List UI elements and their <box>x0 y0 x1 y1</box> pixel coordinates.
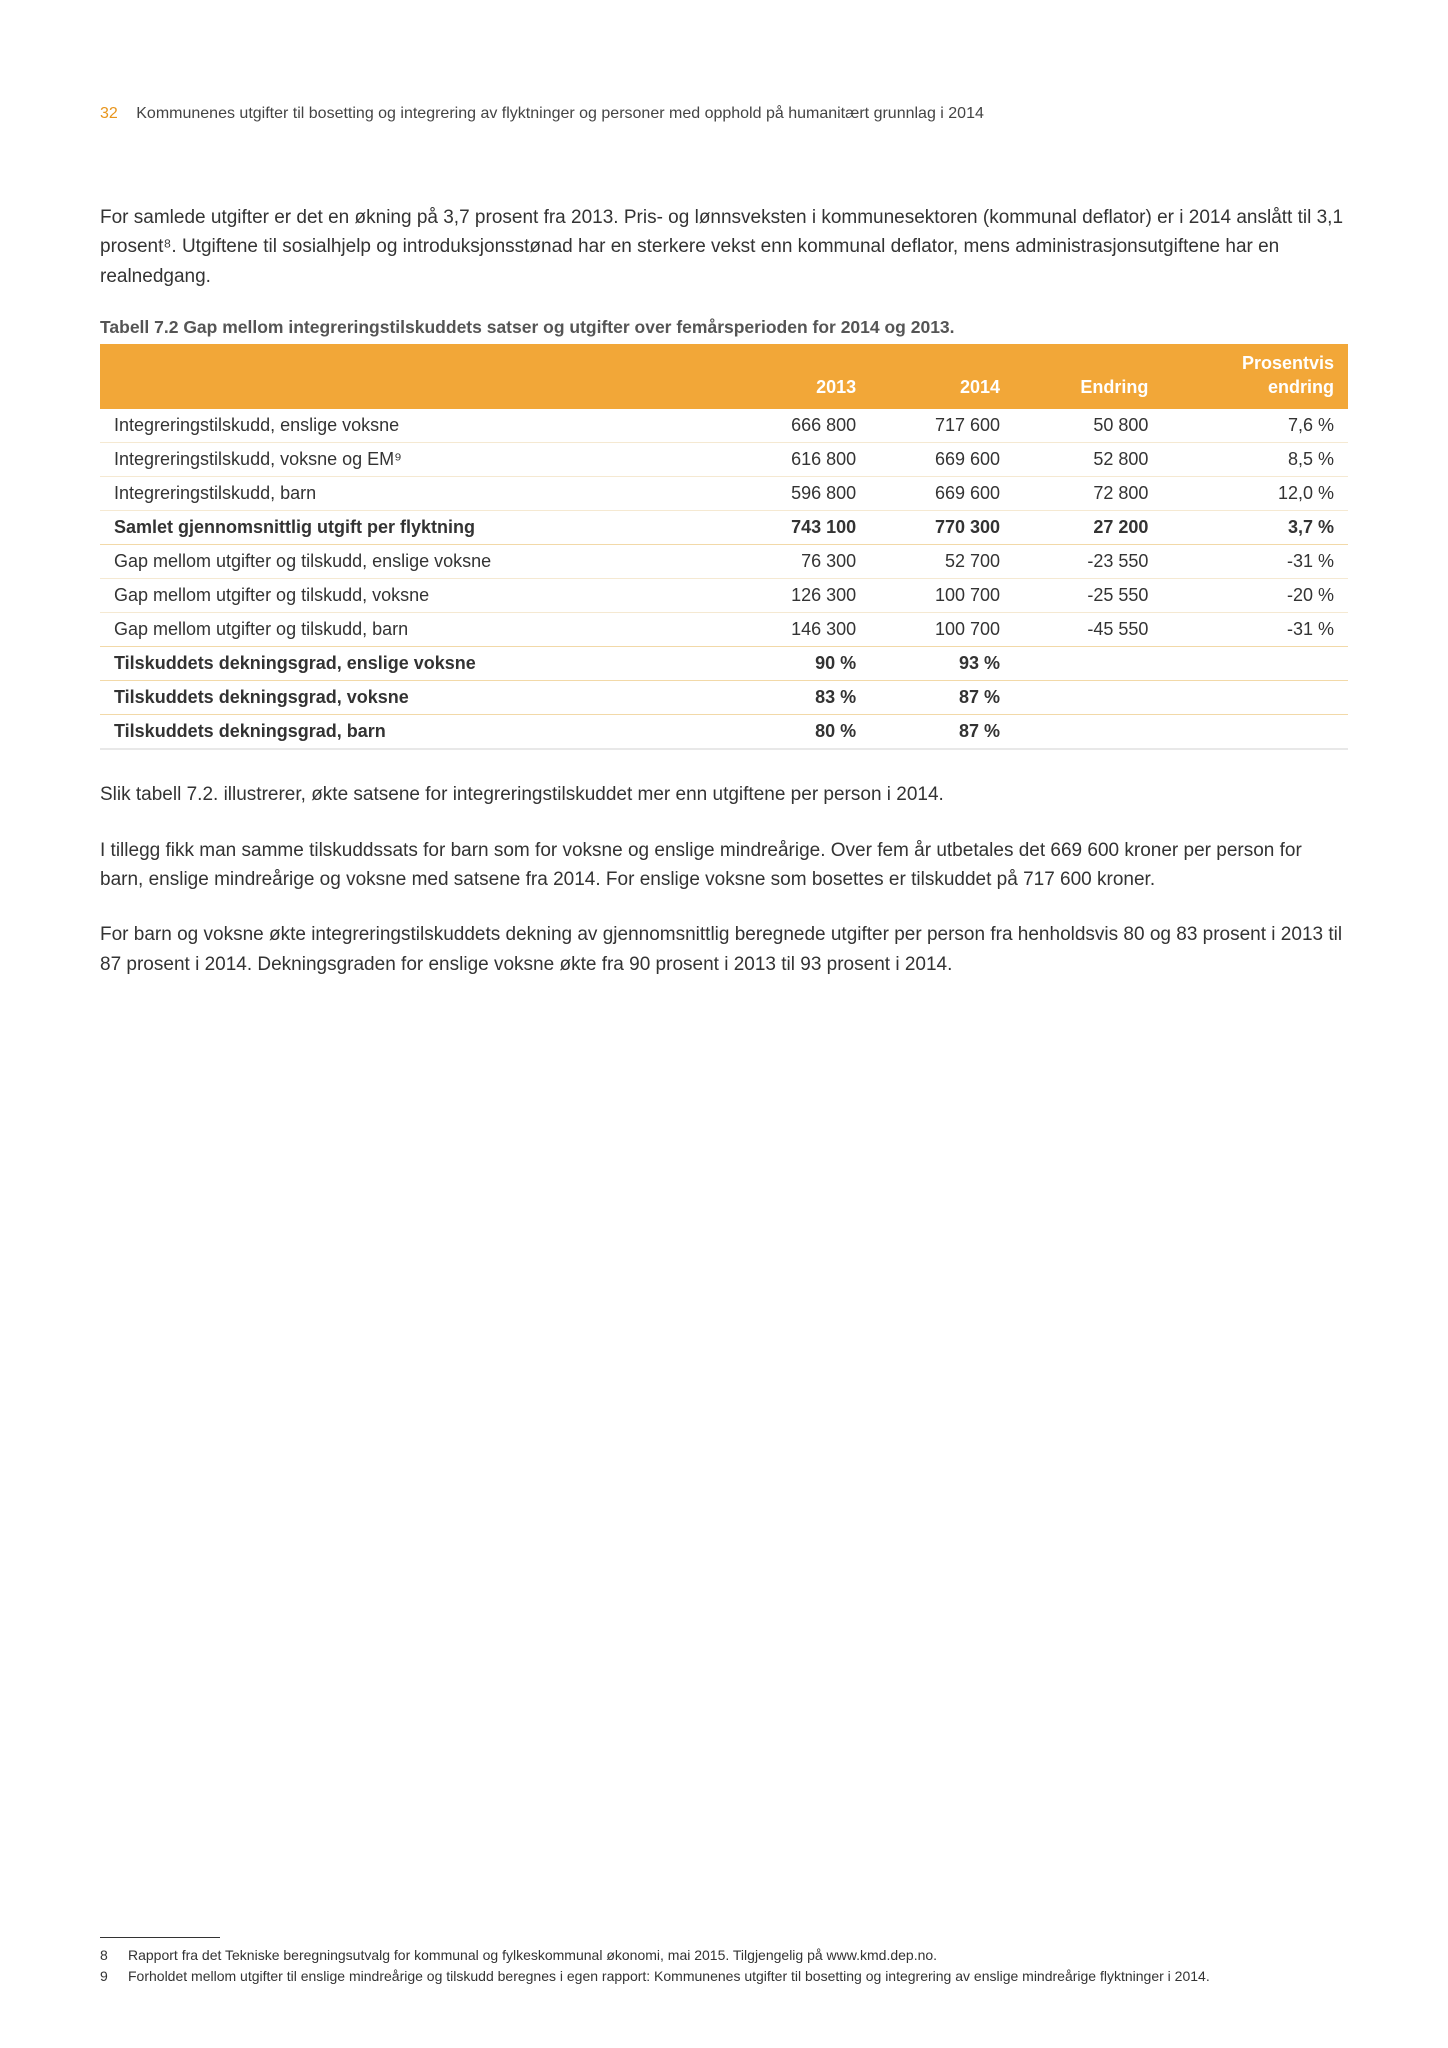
footnote-number: 9 <box>100 1967 128 1986</box>
table-row: Gap mellom utgifter og tilskudd, enslige… <box>100 545 1348 579</box>
row-value: -23 550 <box>1014 545 1162 579</box>
row-label: Tilskuddets dekningsgrad, voksne <box>100 681 726 715</box>
row-value: 743 100 <box>726 511 870 545</box>
row-label: Gap mellom utgifter og tilskudd, barn <box>100 613 726 647</box>
table-row: Integreringstilskudd, voksne og EM⁹616 8… <box>100 443 1348 477</box>
row-label: Integreringstilskudd, voksne og EM⁹ <box>100 443 726 477</box>
row-value: 669 600 <box>870 477 1014 511</box>
row-value: 90 % <box>726 647 870 681</box>
row-value: 100 700 <box>870 613 1014 647</box>
paragraph-1: For samlede utgifter er det en økning på… <box>100 203 1348 291</box>
row-value: 596 800 <box>726 477 870 511</box>
row-value: -31 % <box>1162 613 1348 647</box>
row-value <box>1162 647 1348 681</box>
row-label: Tilskuddets dekningsgrad, barn <box>100 715 726 750</box>
row-value: 93 % <box>870 647 1014 681</box>
row-value: -31 % <box>1162 545 1348 579</box>
row-value: 8,5 % <box>1162 443 1348 477</box>
footnote-text: Rapport fra det Tekniske beregningsutval… <box>128 1946 1348 1965</box>
row-value: 52 800 <box>1014 443 1162 477</box>
page-number: 32 <box>100 105 118 122</box>
row-value: 27 200 <box>1014 511 1162 545</box>
row-value: -20 % <box>1162 579 1348 613</box>
footnote: 8Rapport fra det Tekniske beregningsutva… <box>100 1946 1348 1965</box>
paragraph-3: I tillegg fikk man samme tilskuddssats f… <box>100 836 1348 895</box>
row-value: 87 % <box>870 715 1014 750</box>
row-label: Gap mellom utgifter og tilskudd, voksne <box>100 579 726 613</box>
row-value: 616 800 <box>726 443 870 477</box>
paragraph-2: Slik tabell 7.2. illustrerer, økte satse… <box>100 780 1348 809</box>
row-value <box>1014 715 1162 750</box>
row-value: 717 600 <box>870 409 1014 443</box>
row-value: 770 300 <box>870 511 1014 545</box>
row-label: Tilskuddets dekningsgrad, enslige voksne <box>100 647 726 681</box>
table-row: Tilskuddets dekningsgrad, enslige voksne… <box>100 647 1348 681</box>
footnote-text: Forholdet mellom utgifter til enslige mi… <box>128 1967 1348 1986</box>
row-value <box>1014 681 1162 715</box>
table-header-row: 2013 2014 Endring Prosentvis endring <box>100 344 1348 409</box>
col-header-2014: 2014 <box>870 344 1014 409</box>
table-caption: Tabell 7.2 Gap mellom integreringstilsku… <box>100 317 1348 338</box>
row-value: 666 800 <box>726 409 870 443</box>
table-row: Integreringstilskudd, barn596 800669 600… <box>100 477 1348 511</box>
row-value: -45 550 <box>1014 613 1162 647</box>
row-value: 76 300 <box>726 545 870 579</box>
row-value: 72 800 <box>1014 477 1162 511</box>
row-value: 146 300 <box>726 613 870 647</box>
row-value: 3,7 % <box>1162 511 1348 545</box>
row-label: Samlet gjennomsnittlig utgift per flyktn… <box>100 511 726 545</box>
row-value <box>1162 681 1348 715</box>
row-value: 100 700 <box>870 579 1014 613</box>
row-value: 80 % <box>726 715 870 750</box>
footnote-rule <box>100 1937 220 1938</box>
footnote-number: 8 <box>100 1946 128 1965</box>
col-header-label <box>100 344 726 409</box>
table-row: Samlet gjennomsnittlig utgift per flyktn… <box>100 511 1348 545</box>
row-value: 7,6 % <box>1162 409 1348 443</box>
col-header-endring: Endring <box>1014 344 1162 409</box>
row-label: Gap mellom utgifter og tilskudd, enslige… <box>100 545 726 579</box>
row-label: Integreringstilskudd, enslige voksne <box>100 409 726 443</box>
row-label: Integreringstilskudd, barn <box>100 477 726 511</box>
row-value: -25 550 <box>1014 579 1162 613</box>
row-value: 52 700 <box>870 545 1014 579</box>
footnote: 9Forholdet mellom utgifter til enslige m… <box>100 1967 1348 1986</box>
footnotes: 8Rapport fra det Tekniske beregningsutva… <box>100 1937 1348 1988</box>
paragraph-4: For barn og voksne økte integreringstils… <box>100 920 1348 979</box>
table-row: Gap mellom utgifter og tilskudd, voksne1… <box>100 579 1348 613</box>
col-header-prosentvis: Prosentvis endring <box>1162 344 1348 409</box>
row-value <box>1162 715 1348 750</box>
running-header: 32 Kommunenes utgifter til bosetting og … <box>100 105 1348 123</box>
row-value: 50 800 <box>1014 409 1162 443</box>
row-value: 87 % <box>870 681 1014 715</box>
row-value: 83 % <box>726 681 870 715</box>
table-row: Integreringstilskudd, enslige voksne666 … <box>100 409 1348 443</box>
table-row: Tilskuddets dekningsgrad, barn80 %87 % <box>100 715 1348 750</box>
row-value: 12,0 % <box>1162 477 1348 511</box>
col-header-2013: 2013 <box>726 344 870 409</box>
row-value: 126 300 <box>726 579 870 613</box>
data-table: 2013 2014 Endring Prosentvis endring Int… <box>100 344 1348 750</box>
row-value <box>1014 647 1162 681</box>
table-row: Tilskuddets dekningsgrad, voksne83 %87 % <box>100 681 1348 715</box>
table-row: Gap mellom utgifter og tilskudd, barn146… <box>100 613 1348 647</box>
row-value: 669 600 <box>870 443 1014 477</box>
running-title: Kommunenes utgifter til bosetting og int… <box>136 105 984 122</box>
